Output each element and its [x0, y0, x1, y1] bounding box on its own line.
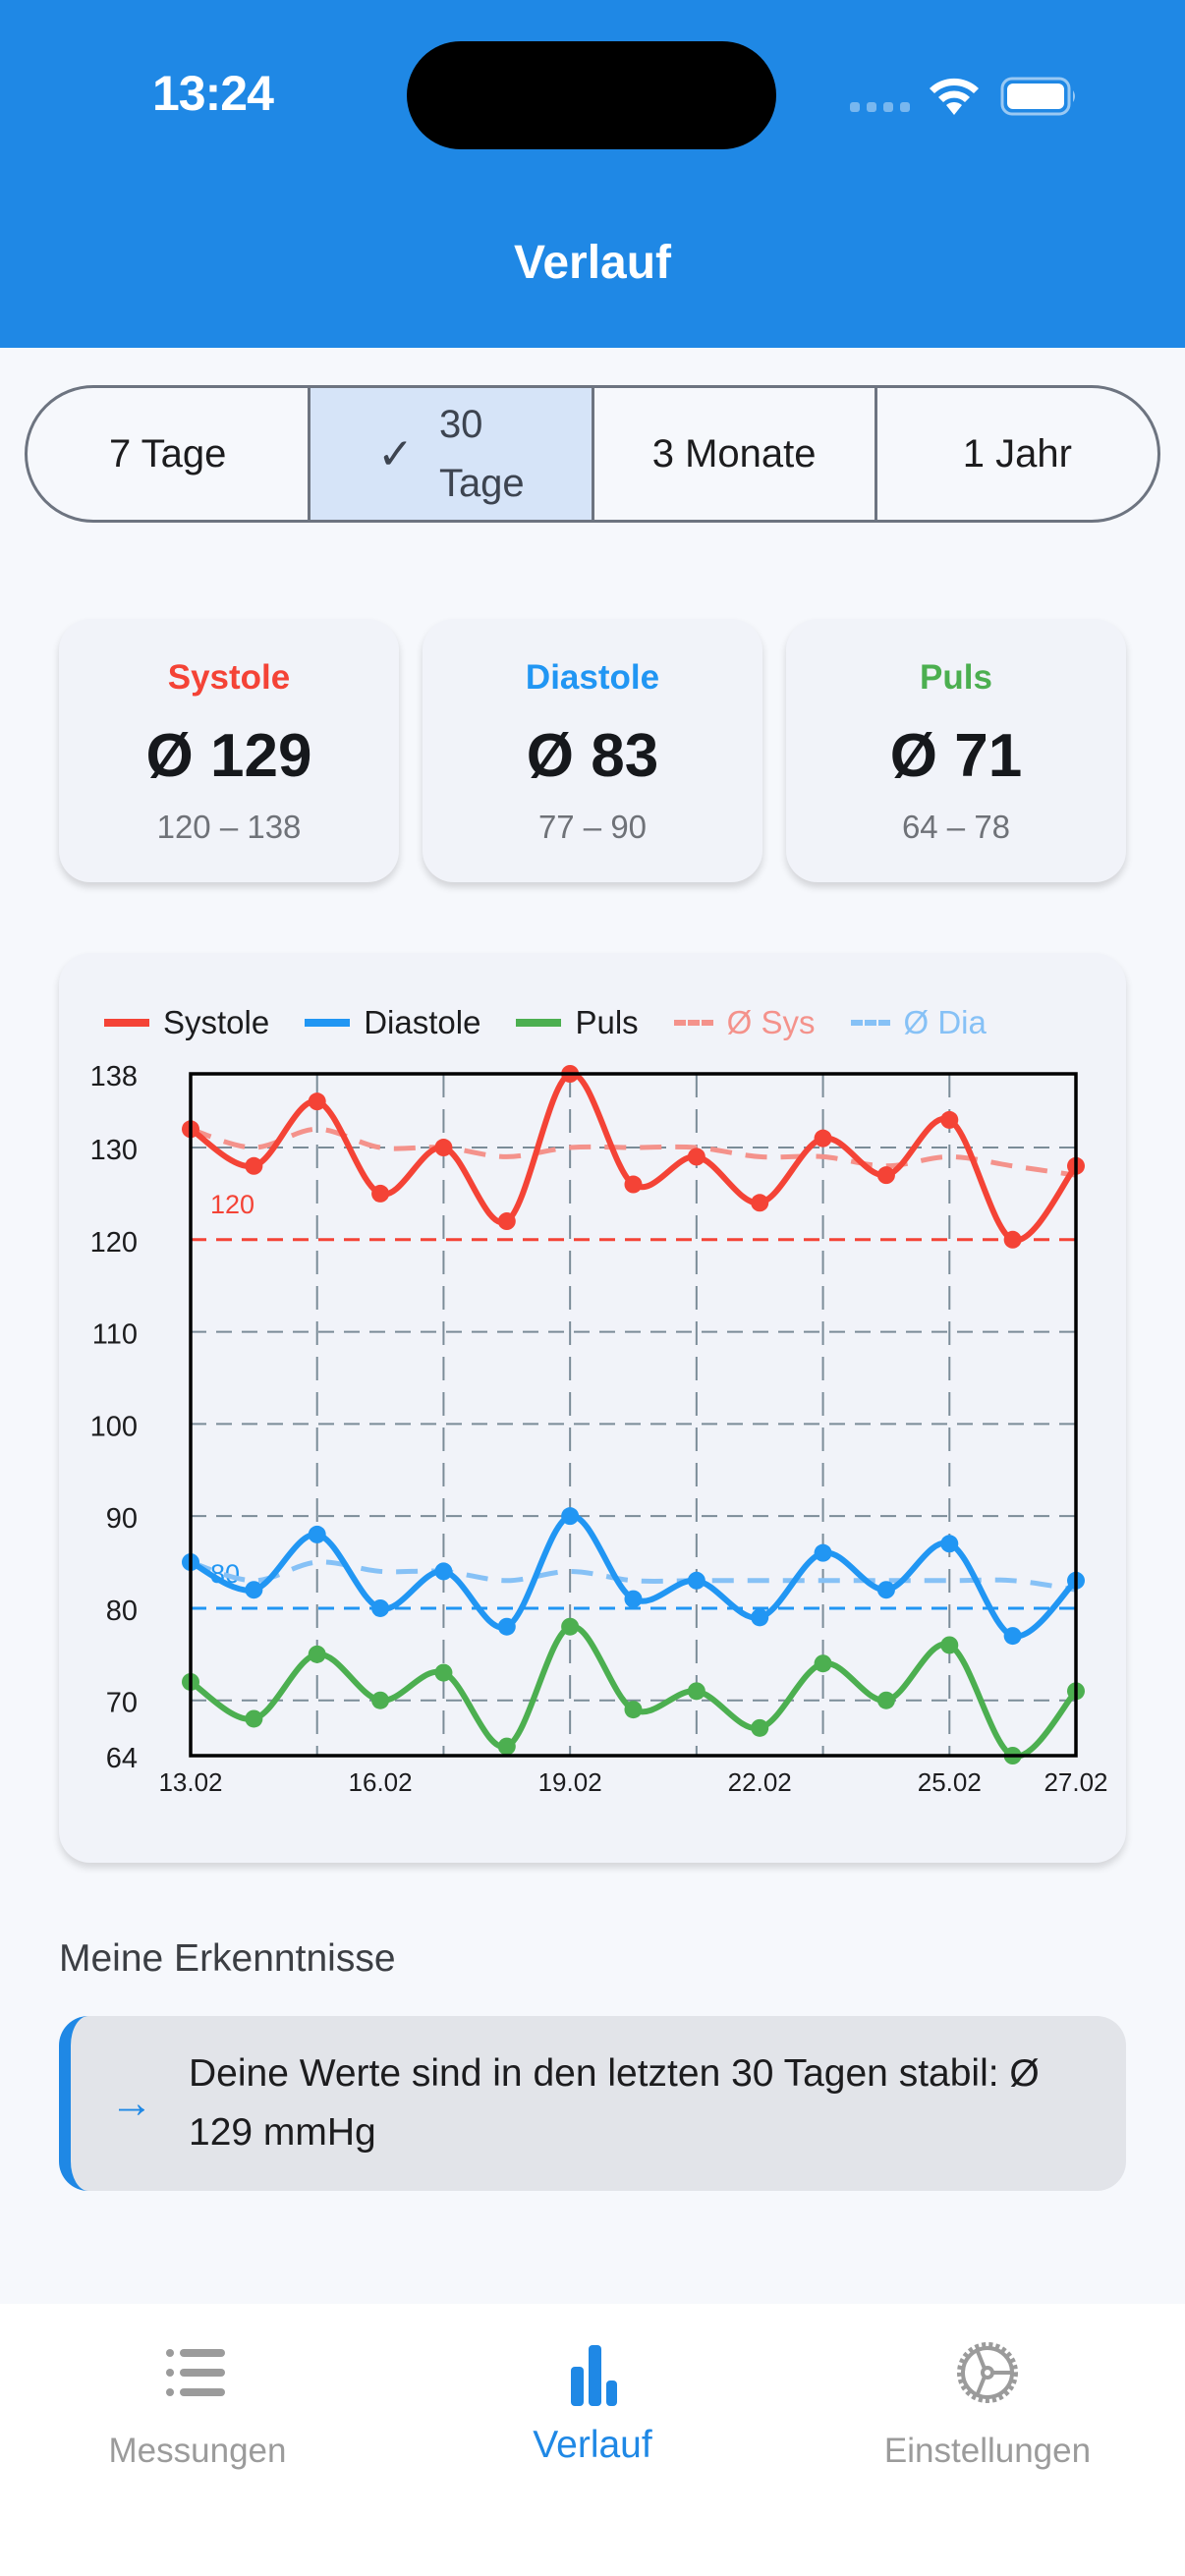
svg-text:138: 138	[90, 1061, 138, 1092]
svg-text:120: 120	[90, 1227, 138, 1259]
svg-text:16.02: 16.02	[349, 1767, 413, 1797]
legend-label: Systole	[163, 1004, 270, 1040]
range-option-label: 3 Monate	[651, 431, 817, 476]
stat-label: Puls	[920, 658, 992, 697]
range-selector: 7 Tage ✓ 30 Tage 3 Monate 1 Jahr	[25, 385, 1160, 523]
range-option-label: 7 Tage	[108, 431, 227, 476]
tab-label: Verlauf	[533, 2424, 652, 2466]
status-time: 13:24	[152, 66, 274, 121]
range-option-1-year[interactable]: 1 Jahr	[877, 388, 1157, 520]
series-puls	[182, 1617, 1085, 1764]
chart-legend: Systole Diastole Puls Ø Sys Ø Dia	[104, 1004, 1022, 1041]
stat-label: Diastole	[525, 658, 660, 697]
svg-text:22.02: 22.02	[728, 1767, 792, 1797]
tab-label: Einstellungen	[883, 2432, 1092, 2470]
bar-chart-icon	[571, 2345, 617, 2406]
legend-item: Diastole	[305, 1004, 480, 1041]
insight-card: → Deine Werte sind in den letzten 30 Tag…	[59, 2016, 1126, 2191]
svg-text:27.02: 27.02	[1044, 1767, 1107, 1797]
cellular-signal-icon	[850, 102, 910, 112]
svg-text:120: 120	[210, 1190, 254, 1219]
stat-range: 64 – 78	[901, 809, 1011, 845]
battery-icon	[1000, 77, 1075, 116]
svg-text:130: 130	[90, 1135, 138, 1166]
chart-card: 138 130 120 110 100 90 80 70 64 120 80 13.02 16.02 19…	[59, 953, 1126, 1863]
series--dia	[190, 1559, 1077, 1593]
legend-swatch	[305, 1019, 351, 1027]
legend-label: Diastole	[364, 1004, 481, 1040]
stat-average: Ø 83	[526, 722, 659, 790]
bottom-tab-bar: Messungen Verlauf Einstellungen	[0, 2304, 1185, 2576]
svg-text:90: 90	[106, 1503, 138, 1535]
legend-label: Ø Dia	[903, 1004, 987, 1040]
checkmark-icon: ✓	[377, 429, 414, 478]
svg-text:100: 100	[90, 1411, 138, 1442]
stat-average: Ø 129	[145, 722, 312, 790]
list-icon	[166, 2349, 225, 2396]
dynamic-island	[407, 41, 776, 149]
arrow-right-icon: →	[110, 2079, 153, 2127]
series-diastole	[182, 1507, 1085, 1646]
legend-swatch	[673, 1020, 713, 1026]
legend-label: Ø Sys	[726, 1004, 816, 1040]
legend-swatch	[104, 1019, 149, 1027]
svg-text:13.02: 13.02	[158, 1767, 222, 1797]
range-option-7-days[interactable]: 7 Tage	[28, 388, 311, 520]
tab-label: Messungen	[108, 2432, 287, 2470]
tab-einstellungen[interactable]: Einstellungen	[790, 2304, 1185, 2576]
stat-range: 120 – 138	[156, 809, 302, 845]
svg-text:80: 80	[106, 1596, 138, 1627]
legend-swatch	[516, 1019, 562, 1027]
legend-item: Ø Sys	[673, 1004, 816, 1041]
legend-swatch	[850, 1020, 890, 1026]
stat-card-puls: Puls Ø 71 64 – 78	[786, 619, 1126, 882]
stat-card-diastole: Diastole Ø 83 77 – 90	[423, 619, 762, 882]
page-title: Verlauf	[513, 237, 672, 289]
range-option-label: 1 Jahr	[962, 431, 1072, 476]
range-option-label: 30 Tage	[438, 403, 525, 505]
svg-text:70: 70	[106, 1688, 138, 1719]
svg-text:19.02: 19.02	[538, 1767, 602, 1797]
svg-text:110: 110	[92, 1319, 138, 1351]
range-option-30-days[interactable]: ✓ 30 Tage	[310, 388, 594, 520]
range-option-3-months[interactable]: 3 Monate	[594, 388, 877, 520]
app-header: 13:24 Verlauf	[0, 0, 1185, 348]
gear-icon	[957, 2342, 1018, 2403]
wifi-icon	[930, 78, 979, 115]
stat-label: Systole	[167, 658, 291, 697]
legend-item: Puls	[516, 1004, 639, 1041]
stat-card-systole: Systole Ø 129 120 – 138	[59, 619, 399, 882]
svg-text:25.02: 25.02	[918, 1767, 982, 1797]
svg-text:64: 64	[106, 1743, 138, 1774]
legend-item: Ø Dia	[850, 1004, 987, 1041]
summary-stats: Systole Ø 129 120 – 138 Diastole Ø 83 77…	[59, 619, 1126, 882]
legend-item: Systole	[104, 1004, 269, 1041]
series--sys	[190, 1126, 1077, 1178]
stat-average: Ø 71	[889, 722, 1023, 790]
tab-messungen[interactable]: Messungen	[0, 2304, 395, 2576]
insight-text: Deine Werte sind in den letzten 30 Tagen…	[189, 2052, 1040, 2154]
legend-label: Puls	[575, 1004, 639, 1040]
insights-heading: Meine Erkenntnisse	[59, 1937, 396, 1980]
tab-verlauf[interactable]: Verlauf	[395, 2304, 790, 2576]
stat-range: 77 – 90	[537, 809, 648, 845]
